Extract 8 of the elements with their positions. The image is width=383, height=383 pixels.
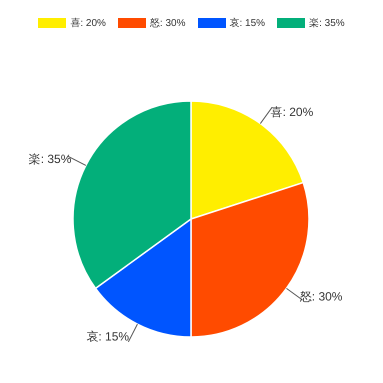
legend-label: 怒: 30% xyxy=(150,17,186,30)
slice-label: 喜: 20% xyxy=(270,105,314,120)
legend-label: 楽: 35% xyxy=(309,17,345,30)
slice-label: 哀: 15% xyxy=(86,330,130,344)
legend-label: 哀: 15% xyxy=(230,16,266,30)
legend-label: 喜: 20% xyxy=(70,16,106,30)
slice-label: 楽: 35% xyxy=(28,152,72,166)
slice-label: 怒: 30% xyxy=(298,290,343,304)
